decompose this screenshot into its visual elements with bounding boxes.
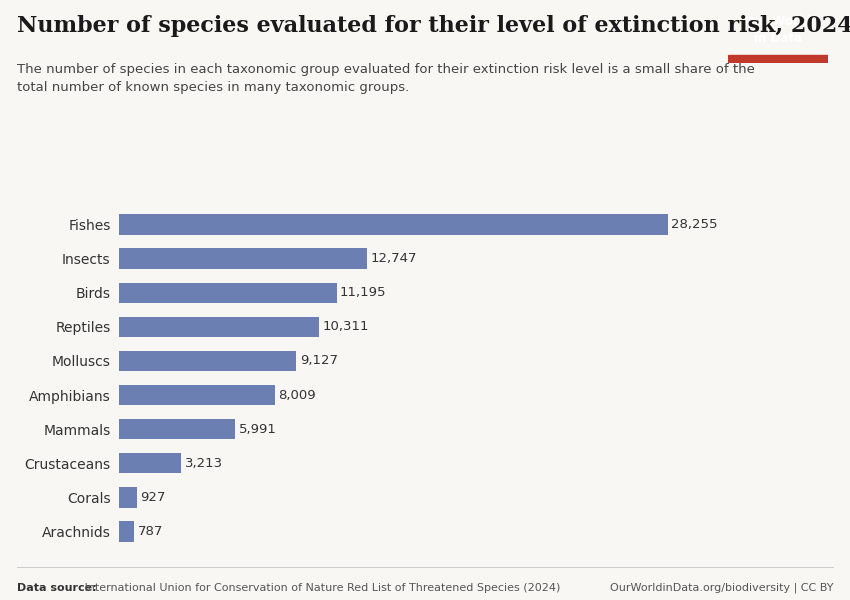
Bar [728, 55, 828, 63]
Bar [119, 453, 181, 473]
Text: 5,991: 5,991 [239, 422, 277, 436]
Bar [119, 351, 297, 371]
Text: 9,127: 9,127 [300, 355, 337, 367]
Text: International Union for Conservation of Nature Red List of Threatened Species (2: International Union for Conservation of … [81, 583, 560, 593]
Text: 10,311: 10,311 [323, 320, 370, 334]
Text: 8,009: 8,009 [278, 389, 315, 401]
Text: The number of species in each taxonomic group evaluated for their extinction ris: The number of species in each taxonomic … [17, 63, 755, 94]
Bar [119, 487, 137, 508]
Bar [119, 521, 134, 542]
Text: 12,747: 12,747 [370, 252, 416, 265]
Text: 28,255: 28,255 [672, 218, 718, 231]
Bar [119, 419, 235, 439]
Bar [119, 214, 668, 235]
Bar [119, 317, 320, 337]
Text: 3,213: 3,213 [185, 457, 223, 470]
Bar [119, 248, 366, 269]
Text: Number of species evaluated for their level of extinction risk, 2024: Number of species evaluated for their le… [17, 15, 850, 37]
Text: Our World
in Data: Our World in Data [745, 14, 811, 44]
Text: Data source:: Data source: [17, 583, 97, 593]
Bar [119, 283, 337, 303]
Text: 927: 927 [140, 491, 166, 504]
Bar [119, 385, 275, 405]
Text: 11,195: 11,195 [340, 286, 387, 299]
Text: OurWorldinData.org/biodiversity | CC BY: OurWorldinData.org/biodiversity | CC BY [609, 582, 833, 593]
Text: 787: 787 [138, 525, 163, 538]
